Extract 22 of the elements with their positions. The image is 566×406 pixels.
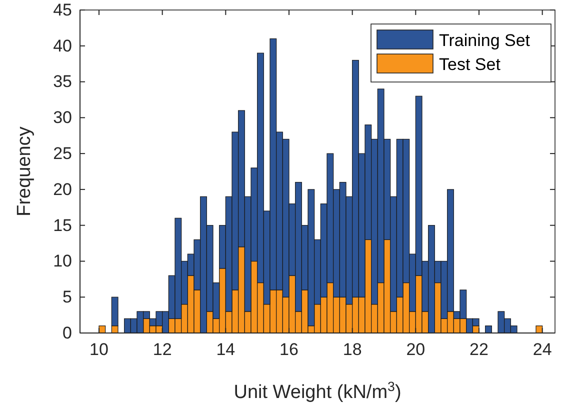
y-tick-label: 20 — [53, 180, 72, 199]
y-tick-label: 45 — [53, 0, 72, 20]
y-tick-label: 40 — [53, 36, 72, 56]
y-tick-label: 25 — [53, 144, 72, 163]
y-tick-label: 5 — [62, 288, 72, 307]
x-tick-label: 12 — [152, 340, 172, 360]
x-tick-label: 16 — [280, 340, 298, 360]
legend-label: Test Set — [439, 55, 501, 74]
y-axis-title: Frequency — [14, 126, 35, 216]
x-tick-label: 20 — [406, 340, 426, 360]
y-tick-label: 0 — [62, 323, 72, 342]
x-tick-label: 22 — [470, 340, 488, 360]
y-tick-label: 35 — [53, 72, 72, 92]
y-tick-label: 30 — [53, 108, 72, 128]
legend-label: Training Set — [439, 31, 530, 50]
x-tick-label: 24 — [532, 340, 552, 360]
x-tick-label: 14 — [216, 340, 236, 360]
x-axis-title: Unit Weight (kN/m$^{3}$) — [234, 378, 402, 403]
y-tick-label: 15 — [53, 216, 72, 235]
x-tick-label: 18 — [342, 340, 362, 360]
y-tick-label: 10 — [53, 252, 72, 271]
x-tick-label: 10 — [90, 340, 108, 360]
